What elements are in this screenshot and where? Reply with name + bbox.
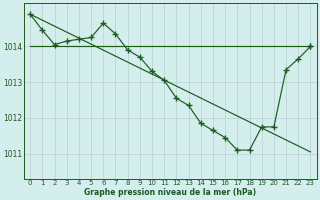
X-axis label: Graphe pression niveau de la mer (hPa): Graphe pression niveau de la mer (hPa) <box>84 188 256 197</box>
